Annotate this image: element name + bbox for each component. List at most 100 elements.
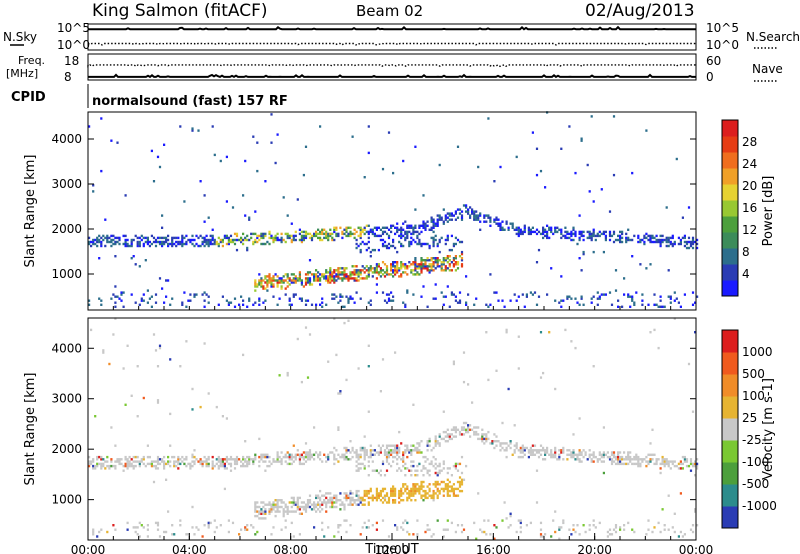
velocity-cell (446, 478, 449, 481)
velocity-cell (452, 487, 455, 491)
velocity-cell (392, 485, 395, 488)
velocity-cell (535, 449, 539, 452)
velocity-cell (606, 530, 609, 534)
velocity-cell (513, 451, 516, 454)
power-cell (365, 265, 368, 268)
power-cell (414, 226, 417, 229)
velocity-cell (635, 458, 638, 461)
power-cell (100, 240, 103, 244)
power-cell (353, 279, 356, 282)
power-cell (349, 271, 352, 274)
velocity-cell (414, 474, 417, 477)
velocity-cell (375, 528, 378, 531)
power-cell (450, 248, 453, 252)
power-cell (385, 265, 389, 268)
power-cell (667, 236, 670, 240)
velocity-cell (653, 328, 656, 332)
velocity-cell (118, 462, 121, 466)
velocity-cell (319, 503, 322, 506)
velocity-cell (221, 415, 224, 418)
velocity-cell (100, 467, 103, 470)
power-cell (323, 275, 326, 278)
power-cell (475, 210, 478, 213)
velocity-cell (448, 467, 451, 470)
velocity-cell (383, 474, 387, 477)
power-cell (465, 275, 468, 278)
velocity-cell (128, 464, 131, 468)
power-cell (197, 236, 200, 240)
velocity-cell (304, 442, 308, 445)
velocity-cell (691, 410, 695, 413)
power-cell (454, 218, 457, 221)
power-cell (604, 234, 607, 238)
velocity-cell (306, 453, 310, 456)
power-cell (694, 240, 697, 244)
power-cell (535, 303, 539, 306)
power-cell (485, 220, 488, 223)
power-cell (225, 234, 228, 238)
velocity-cell (483, 530, 486, 534)
power-cell (661, 234, 664, 238)
velocity-cell (217, 458, 220, 461)
velocity-cell (495, 526, 498, 529)
velocity-cell (357, 494, 360, 497)
power-cell (148, 244, 151, 248)
velocity-cell (359, 455, 362, 459)
velocity-cell (578, 453, 581, 456)
velocity-cell (627, 462, 630, 466)
power-cell (446, 261, 449, 264)
velocity-cell (134, 526, 137, 529)
power-cell (430, 228, 433, 231)
power-cell (223, 236, 226, 240)
velocity-cell (414, 469, 417, 472)
velocity-cell (499, 442, 502, 445)
power-cell (319, 236, 322, 240)
velocity-cell (381, 487, 385, 491)
velocity-cell (377, 453, 380, 456)
velocity-cell (418, 449, 421, 452)
velocity-cell (432, 483, 435, 486)
power-cell (315, 273, 318, 276)
power-cell (266, 279, 269, 282)
power-cell (444, 214, 447, 217)
velocity-cell (327, 453, 330, 456)
velocity-cell (681, 462, 684, 466)
power-cell (108, 240, 111, 244)
velocity-cell (296, 501, 299, 504)
power-cell (483, 214, 486, 217)
velocity-cell (359, 453, 362, 456)
power-cell (248, 216, 251, 219)
velocity-cell (126, 464, 129, 468)
power-cell (126, 244, 129, 248)
power-cell (641, 238, 644, 242)
velocity-cell (454, 430, 457, 434)
velocity-cell (355, 494, 358, 497)
velocity-cell (256, 501, 259, 504)
power-cell (256, 240, 259, 244)
power-cell (418, 226, 421, 229)
power-cell (260, 283, 263, 286)
velocity-cell (548, 453, 551, 456)
velocity-cell (156, 524, 160, 527)
power-cell (546, 236, 549, 240)
velocity-cell (444, 440, 447, 443)
power-cell (152, 180, 156, 183)
power-cell (353, 265, 356, 268)
power-cell (691, 238, 695, 242)
velocity-cell (165, 530, 168, 534)
velocity-cell (296, 508, 299, 511)
power-cell (383, 275, 387, 278)
velocity-cell (252, 460, 255, 463)
velocity-cell (173, 464, 176, 468)
noise-panel: N.Sky 10^5 10^0 10^5 10^0 N.Search (3, 21, 800, 52)
velocity-cell (229, 455, 233, 459)
velocity-cell (612, 451, 616, 454)
velocity-cell (179, 462, 182, 466)
velocity-cell (412, 444, 415, 447)
power-cell (400, 242, 403, 246)
velocity-cell (345, 451, 348, 454)
power-cell (580, 234, 583, 238)
velocity-cell (448, 489, 451, 493)
velocity-cell (321, 508, 324, 511)
velocity-cell (321, 460, 324, 463)
